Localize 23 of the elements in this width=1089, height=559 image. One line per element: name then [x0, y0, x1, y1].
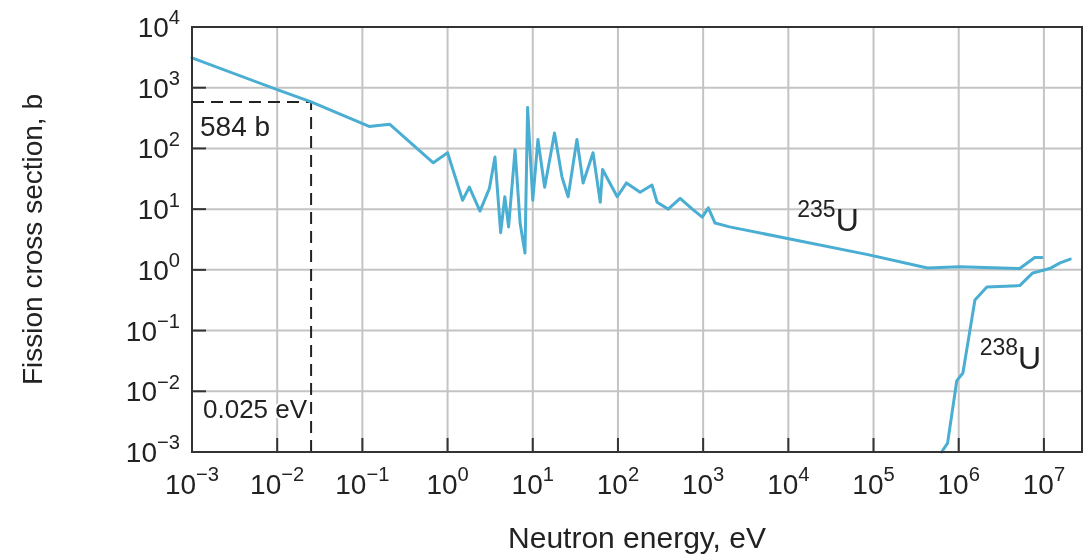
y-axis-title: Fission cross section, b — [17, 94, 48, 385]
y-tick-label: 10$^{0}$ — [137, 249, 180, 286]
x-axis-title: Neutron energy, eV — [508, 521, 766, 554]
x-tick-label: 10$^{0}$ — [426, 463, 469, 500]
x-tick-label: 10$^{2}$ — [596, 463, 640, 500]
x-tick-label: 10$^{7}$ — [1022, 463, 1066, 500]
y-tick-label: 10$^{−2}$ — [125, 370, 180, 408]
x-tick-label: 10$^{−2}$ — [250, 463, 305, 500]
y-tick-label: 10$^{4}$ — [137, 6, 180, 43]
x-tick-label: 10$^{6}$ — [937, 463, 980, 500]
x-tick-label: 10$^{1}$ — [511, 463, 554, 500]
y-tick-label: 10$^{−1}$ — [125, 309, 180, 347]
y-tick-label: 10$^{3}$ — [137, 67, 180, 104]
series-label: $^{235}$U — [797, 195, 859, 238]
ref-line-label: 0.025 eV — [203, 394, 308, 424]
x-tick-label: 10$^{5}$ — [852, 463, 895, 500]
x-tick-label: 10$^{4}$ — [767, 463, 810, 500]
y-tick-label: 10$^{1}$ — [137, 188, 180, 226]
x-tick-label: 10$^{3}$ — [681, 463, 725, 500]
x-tick-label: 10$^{−1}$ — [335, 463, 390, 500]
y-tick-label: 10$^{2}$ — [137, 127, 180, 165]
series-label: $^{238}$U — [979, 333, 1042, 377]
ref-line-label: 584 b — [200, 110, 271, 142]
